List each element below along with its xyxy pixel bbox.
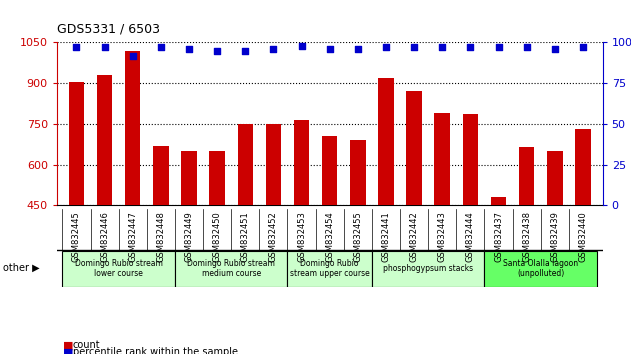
Point [381,45,391,50]
Bar [97,75,112,205]
Bar [463,114,478,205]
Bar [519,147,534,205]
Bar [294,120,309,205]
Bar [69,82,84,205]
Text: GSM832445: GSM832445 [72,211,81,262]
Point [550,46,560,52]
Bar [575,129,591,205]
Bar [209,151,225,205]
Text: ■: ■ [63,340,74,350]
Bar [547,151,562,205]
Bar [237,124,253,205]
Text: Domingo Rubio
stream upper course: Domingo Rubio stream upper course [290,259,370,278]
Point [240,48,251,53]
Point [212,48,222,53]
Point [325,46,335,52]
Text: GSM832437: GSM832437 [494,211,503,262]
Point [156,45,166,50]
Text: GSM832454: GSM832454 [325,211,334,262]
Text: GSM832453: GSM832453 [297,211,306,262]
Text: GSM832440: GSM832440 [579,211,587,262]
Point [437,45,447,50]
Text: ■: ■ [63,347,74,354]
FancyBboxPatch shape [288,251,372,287]
Bar [125,51,141,205]
Point [100,45,110,50]
Bar [435,113,450,205]
Text: other ▶: other ▶ [3,262,40,272]
Text: GSM832449: GSM832449 [184,211,194,262]
Point [493,45,504,50]
Point [127,53,138,58]
Text: phosphogypsum stacks: phosphogypsum stacks [383,264,473,273]
FancyBboxPatch shape [485,251,597,287]
Bar [322,136,338,205]
Point [578,45,588,50]
Bar [378,78,394,205]
Text: GSM832447: GSM832447 [128,211,138,262]
Text: GSM832442: GSM832442 [410,211,418,262]
Text: GSM832451: GSM832451 [241,211,250,262]
Point [184,46,194,52]
Text: GSM832455: GSM832455 [353,211,362,262]
Text: GSM832439: GSM832439 [550,211,559,262]
Text: GSM832450: GSM832450 [213,211,221,262]
Point [465,45,475,50]
Text: GSM832448: GSM832448 [156,211,165,262]
FancyBboxPatch shape [62,251,175,287]
Text: GSM832446: GSM832446 [100,211,109,262]
Point [522,45,532,50]
Point [71,45,81,50]
FancyBboxPatch shape [372,251,485,287]
Point [409,45,419,50]
Bar [406,91,422,205]
Point [268,46,278,52]
Text: GSM832444: GSM832444 [466,211,475,262]
Text: GSM832443: GSM832443 [438,211,447,262]
Bar [491,197,506,205]
Bar [153,145,168,205]
Text: GDS5331 / 6503: GDS5331 / 6503 [57,22,160,35]
Point [297,43,307,48]
Text: GSM832441: GSM832441 [382,211,391,262]
FancyBboxPatch shape [175,251,288,287]
Text: Domingo Rubio stream
lower course: Domingo Rubio stream lower course [74,259,163,278]
Text: GSM832438: GSM832438 [522,211,531,262]
Bar [266,125,281,205]
Text: count: count [73,340,100,350]
Point [353,46,363,52]
Text: Domingo Rubio stream
medium course: Domingo Rubio stream medium course [187,259,275,278]
Bar [350,140,365,205]
Text: percentile rank within the sample: percentile rank within the sample [73,347,237,354]
Text: GSM832452: GSM832452 [269,211,278,262]
Text: Santa Olalla lagoon
(unpolluted): Santa Olalla lagoon (unpolluted) [503,259,578,278]
Bar [181,151,197,205]
